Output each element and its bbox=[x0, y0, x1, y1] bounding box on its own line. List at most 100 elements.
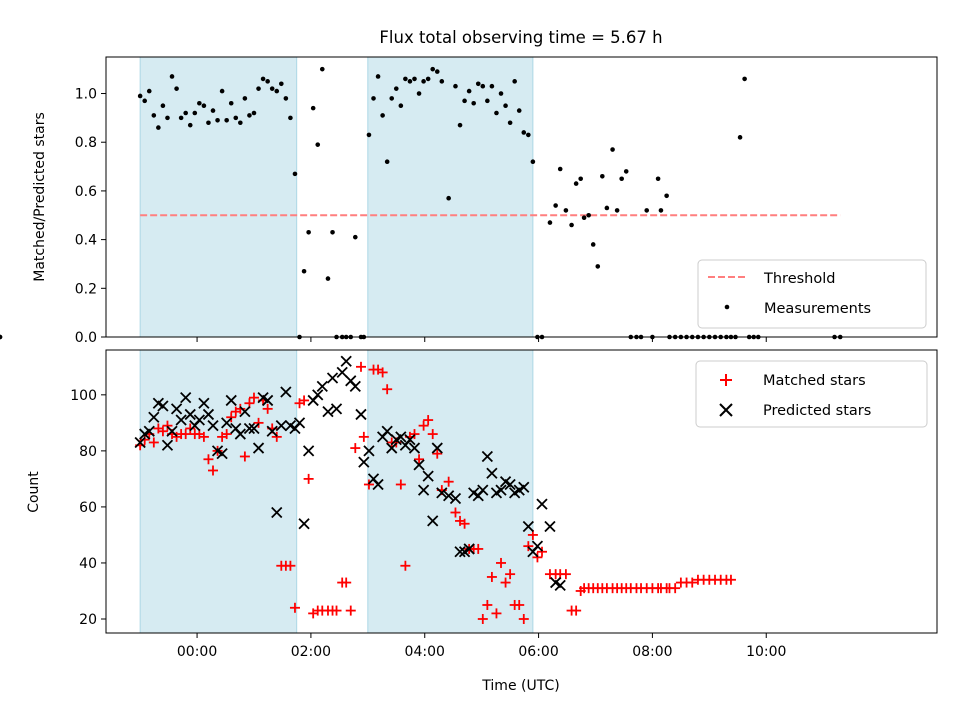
top-legend: Threshold Measurements bbox=[697, 259, 927, 329]
predicted-star-point bbox=[170, 403, 183, 415]
measurement-point bbox=[503, 103, 508, 108]
matched-star-point bbox=[414, 454, 425, 465]
measurement-point bbox=[498, 91, 504, 96]
measurement-point bbox=[578, 176, 583, 182]
shaded-region-2 bbox=[367, 349, 534, 634]
measurement-point bbox=[439, 79, 445, 84]
measurement-point bbox=[553, 203, 558, 208]
matched-star-point bbox=[289, 602, 300, 613]
measurement-point bbox=[512, 79, 517, 84]
matched-star-point bbox=[239, 451, 250, 462]
measurement-point bbox=[619, 176, 624, 182]
matched-star-point bbox=[345, 605, 356, 616]
bottom-axes-frame bbox=[105, 349, 938, 634]
matched-star-point bbox=[253, 417, 264, 428]
matched-star-point bbox=[221, 429, 232, 440]
measurement-point bbox=[446, 195, 451, 201]
predicted-star-point bbox=[302, 445, 315, 457]
matched-star-point bbox=[450, 507, 461, 518]
measurement-point bbox=[389, 96, 395, 101]
matched-star-point bbox=[560, 569, 571, 580]
measurement-point bbox=[655, 176, 661, 182]
matched-star-point bbox=[341, 577, 352, 588]
predicted-star-point bbox=[477, 484, 489, 496]
matched-star-point bbox=[459, 518, 470, 529]
measurement-point bbox=[453, 83, 458, 89]
matched-star-point bbox=[400, 560, 411, 571]
top-panel: 0.0 0.2 0.4 0.6 0.8 1.0 Matched/Predicted sta… bbox=[0, 56, 938, 346]
measurement-point bbox=[416, 91, 422, 96]
matched-star-point bbox=[299, 395, 310, 406]
matched-star-point bbox=[162, 420, 173, 431]
measurement-point bbox=[142, 98, 148, 104]
measurement-point bbox=[384, 159, 390, 164]
predicted-star-point bbox=[386, 442, 398, 454]
matched-star-point bbox=[571, 605, 582, 616]
predicted-star-point bbox=[216, 448, 228, 460]
y-tick-label: 80 bbox=[79, 444, 97, 460]
predicted-star-point bbox=[161, 439, 174, 451]
measurement-point bbox=[315, 142, 321, 147]
matched-star-point bbox=[486, 571, 497, 582]
predicted-star-point bbox=[536, 498, 548, 510]
predicted-star-point bbox=[436, 487, 448, 499]
measurement-point bbox=[288, 115, 293, 121]
matched-star-point bbox=[350, 443, 361, 454]
predicted-star-point bbox=[322, 406, 334, 418]
measurement-point bbox=[206, 120, 211, 126]
predicted-star-point bbox=[449, 492, 462, 505]
matched-star-point bbox=[180, 429, 191, 440]
matched-star-point bbox=[477, 613, 488, 624]
measurement-point bbox=[274, 88, 280, 94]
measurement-point bbox=[256, 86, 261, 91]
predicted-star-point bbox=[431, 442, 443, 454]
predicted-star-point bbox=[504, 478, 516, 491]
matched-star-point bbox=[185, 423, 196, 434]
measurement-point bbox=[434, 69, 440, 74]
measurement-point bbox=[623, 169, 629, 174]
top-x-ticks bbox=[196, 337, 767, 342]
matched-star-point bbox=[687, 577, 698, 588]
bottom-legend-box bbox=[695, 360, 928, 428]
y-tick-label: 0.6 bbox=[75, 184, 97, 200]
measurement-point bbox=[489, 83, 495, 89]
predicted-star-point bbox=[312, 389, 324, 401]
measurement-point bbox=[210, 108, 216, 113]
predicted-star-point bbox=[340, 355, 352, 367]
predicted-star-point bbox=[225, 394, 237, 407]
y-tick-label: 20 bbox=[79, 612, 97, 628]
matched-star-point bbox=[148, 437, 159, 448]
measurement-point bbox=[366, 132, 372, 138]
measurement-point bbox=[137, 93, 143, 99]
measurement-point bbox=[178, 115, 184, 121]
predicted-star-point bbox=[271, 506, 283, 519]
y-tick-label: 0.2 bbox=[75, 281, 97, 297]
predicted-star-point bbox=[363, 445, 375, 457]
predicted-star-point bbox=[336, 366, 348, 379]
measurement-point bbox=[457, 122, 463, 128]
measurement-point bbox=[421, 79, 426, 84]
predicted-star-point bbox=[193, 414, 205, 426]
measurement-point bbox=[371, 96, 376, 101]
x-tick-label: 02:00 bbox=[291, 644, 331, 660]
measurement-point bbox=[398, 103, 404, 108]
predicted-star-point bbox=[134, 436, 146, 449]
predicted-star-point bbox=[481, 450, 493, 463]
measurement-point bbox=[169, 74, 175, 79]
measurement-point bbox=[269, 86, 275, 91]
matched-star-point bbox=[363, 479, 374, 490]
measurement-point bbox=[192, 110, 198, 116]
measurement-point bbox=[219, 88, 225, 94]
predicted-star-point bbox=[349, 380, 361, 393]
matched-star-point bbox=[725, 574, 736, 585]
predicted-star-point bbox=[166, 425, 178, 437]
predicted-star-point bbox=[417, 484, 430, 496]
x-tick-label: 06:00 bbox=[518, 644, 558, 660]
predicted-star-point bbox=[207, 420, 219, 432]
measurement-point bbox=[737, 135, 743, 140]
x-tick-label: 04:00 bbox=[405, 644, 445, 660]
measurement-point bbox=[306, 230, 311, 235]
predicted-star-point bbox=[316, 380, 328, 393]
predicted-star-point bbox=[326, 372, 339, 384]
